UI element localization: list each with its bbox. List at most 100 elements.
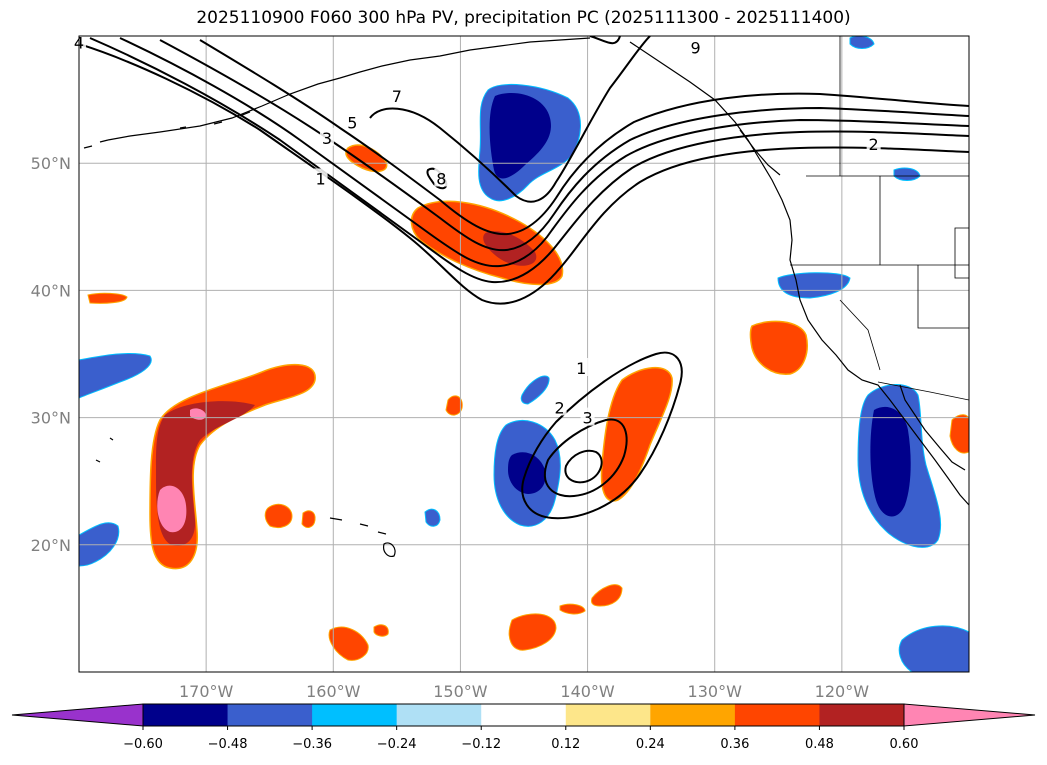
latitude-labels: 20°N 30°N 40°N 50°N xyxy=(31,154,71,555)
colorbar-bin xyxy=(734,704,820,726)
precip-blob-small-positive-6 xyxy=(445,395,463,416)
colorbar-labels: −0.60 −0.48 −0.36 −0.24 −0.12 0.12 0.24 0.36 0.4… xyxy=(123,726,918,752)
lat-tick-label: 30°N xyxy=(31,409,71,428)
pv-contour-label-bg xyxy=(313,168,328,187)
lon-tick-label: 150°W xyxy=(433,682,488,701)
colorbar-tick-label: −0.12 xyxy=(461,737,501,752)
precip-blob-gulf-alaska-core xyxy=(489,92,551,179)
colorbar-tick-label: −0.60 xyxy=(123,737,163,752)
pv-contour-1 xyxy=(79,43,969,305)
map-gridlines xyxy=(79,36,969,672)
borders xyxy=(790,36,969,401)
pv-contour-label-bg xyxy=(319,127,334,146)
border-state-3 xyxy=(917,265,969,329)
colorbar-bin xyxy=(396,704,482,726)
colorbar-extend-max xyxy=(903,703,1036,727)
colorbar-tick-label: 0.24 xyxy=(636,737,665,752)
coastline-baja-east xyxy=(899,384,966,471)
lat-tick-label: 50°N xyxy=(31,154,71,173)
chart-title: 2025110900 F060 300 hPa PV, precipitatio… xyxy=(196,8,851,28)
precip-shading xyxy=(79,36,969,672)
pv-contour-label: 9 xyxy=(691,38,701,57)
lon-tick-label: 130°W xyxy=(688,682,743,701)
precip-blob-baja-positive xyxy=(949,414,969,454)
precip-blob-small-negative-1 xyxy=(520,375,550,405)
precip-blob-small-positive-2 xyxy=(190,408,206,420)
lon-tick-label: 140°W xyxy=(560,682,615,701)
pv-contour-label: 1 xyxy=(576,359,586,378)
colorbar-tick-label: 0.48 xyxy=(805,737,834,752)
precip-blob-subtropical-central-core xyxy=(508,452,546,494)
pv-contour-label: 7 xyxy=(392,87,402,106)
map-frame xyxy=(78,35,970,673)
pv-contours xyxy=(79,36,969,520)
pv-contour-5 xyxy=(199,39,969,236)
lon-tick-label: 160°W xyxy=(306,682,361,701)
pv-contour-label: 2 xyxy=(555,398,565,417)
colorbar-tick-label: 0.12 xyxy=(551,737,580,752)
precip-blob-west-negative-1 xyxy=(79,352,152,399)
border-state-5 xyxy=(839,299,881,371)
pv-contour-label: 3 xyxy=(322,129,332,148)
coastline-aleutians xyxy=(83,111,251,149)
colorbar-tick-label: −0.36 xyxy=(292,737,332,752)
pv-contour-label: 3 xyxy=(582,409,592,428)
colorbar-bin xyxy=(650,704,736,726)
pv-contour-label: 2 xyxy=(869,135,879,154)
colorbar-outline xyxy=(142,703,905,727)
pv-contour-label-bg xyxy=(688,37,703,56)
precip-blob-california-positive xyxy=(749,320,808,375)
pv-contour-label: 8 xyxy=(436,169,446,188)
colorbar-bin xyxy=(312,704,398,726)
lon-tick-label: 170°W xyxy=(179,682,234,701)
lat-tick-label: 40°N xyxy=(31,281,71,300)
colorbar-extend-min xyxy=(11,703,144,727)
pv-contour-3 xyxy=(119,37,969,268)
precip-blob-se-negative xyxy=(898,625,969,672)
pv-contour-label-bg xyxy=(345,112,360,131)
pv-contour-2 xyxy=(89,37,969,284)
precip-blob-small-positive-4 xyxy=(264,503,293,529)
coastline-se-alaska xyxy=(629,41,969,506)
precip-blob-small-positive-5 xyxy=(301,510,316,528)
colorbar xyxy=(11,703,1036,727)
pv-contour-label-bg xyxy=(574,357,589,376)
colorbar-bin xyxy=(481,704,567,726)
pv-contour-label-bg xyxy=(866,134,881,153)
coastline-alaska xyxy=(107,37,591,141)
pv-contour-s2 xyxy=(543,418,628,498)
precip-blob-small-positive-3 xyxy=(87,292,128,304)
lon-tick-label: 120°W xyxy=(815,682,870,701)
precip-blob-south-positive-4 xyxy=(559,603,586,615)
precip-blob-south-positive-3 xyxy=(508,613,557,651)
colorbar-bin xyxy=(819,704,905,726)
lat-tick-label: 20°N xyxy=(31,536,71,555)
colorbar-bin xyxy=(565,704,651,726)
pv-contour-label: 5 xyxy=(347,113,357,132)
precip-blob-small-negative-2 xyxy=(424,508,441,527)
precip-blob-subtropical-west-pink xyxy=(157,485,187,533)
pv-contour-label-bg xyxy=(434,168,449,187)
pv-contour-9 xyxy=(589,36,621,45)
colorbar-bin xyxy=(143,704,229,726)
border-state-4 xyxy=(954,227,969,279)
coastline-hawaii xyxy=(329,517,396,557)
colorbar-tick-label: 0.36 xyxy=(720,737,749,752)
border-us-mexico xyxy=(877,381,969,401)
pv-contour-label-bg xyxy=(389,85,404,104)
pv-contour-s1 xyxy=(521,351,683,520)
pv-contour-s3 xyxy=(564,449,603,484)
longitude-labels: 170°W 160°W 150°W 140°W 130°W 120°W xyxy=(179,682,869,701)
colorbar-tick-label: 0.60 xyxy=(890,737,919,752)
colorbar-tick-label: −0.48 xyxy=(208,737,248,752)
coastline-bc-islands xyxy=(739,129,781,176)
colorbar-tick-label: −0.24 xyxy=(377,737,417,752)
pv-contour-7 xyxy=(369,36,651,203)
colorbar-bin xyxy=(227,704,313,726)
pv-contour-label-bg xyxy=(580,407,595,426)
pv-contour-label: 1 xyxy=(315,169,325,188)
precip-blob-south-positive-5 xyxy=(591,584,623,607)
precip-blob-south-positive-2 xyxy=(373,624,389,637)
